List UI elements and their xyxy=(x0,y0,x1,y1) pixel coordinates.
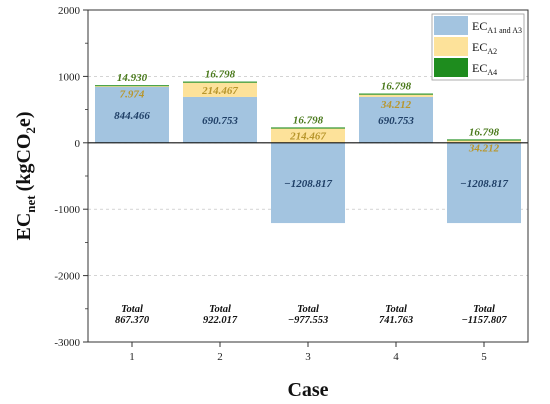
y-tick-label: 2000 xyxy=(58,5,81,17)
data-label-series-3-case-1: 14.930 xyxy=(117,72,148,84)
bar-segment-1-case-1 xyxy=(95,86,169,143)
y-tick-label: 0 xyxy=(75,138,81,150)
data-label-series-1-case-4: 690.753 xyxy=(378,115,414,127)
total-heading-case-3: Total xyxy=(297,304,319,315)
bar-segment-3-case-1 xyxy=(95,85,169,87)
total-heading-case-5: Total xyxy=(473,304,495,315)
x-tick-label: 5 xyxy=(481,351,487,363)
bar-segment-1-case-5 xyxy=(447,142,521,224)
legend-swatch-1 xyxy=(434,16,468,35)
data-label-series-2-case-5: 34.212 xyxy=(468,143,500,155)
bar-segment-3-case-4 xyxy=(359,93,433,95)
data-labels: 844.466 7.974 14.930 690.753 214.467 16.798 −1… xyxy=(114,69,508,190)
data-label-series-3-case-3: 16.798 xyxy=(293,114,324,126)
total-value-case-4: 741.763 xyxy=(379,315,413,326)
x-axis-title: Case xyxy=(287,379,328,401)
data-label-series-2-case-3: 214.467 xyxy=(289,131,326,143)
bars xyxy=(95,81,521,224)
legend-items: ECA1 and A3 ECA2 ECA4 xyxy=(434,16,522,77)
legend-label-3: ECA4 xyxy=(472,61,497,77)
bar-segment-1-case-3 xyxy=(271,142,345,224)
bar-segment-1-case-4 xyxy=(359,96,433,143)
x-axis-ticks: 1 2 3 4 5 xyxy=(129,342,487,363)
bar-segment-2-case-4 xyxy=(359,94,433,97)
data-label-series-1-case-1: 844.466 xyxy=(114,110,150,122)
bar-segment-1-case-2 xyxy=(183,96,257,143)
bar-segment-3-case-5 xyxy=(447,139,521,141)
total-heading-case-4: Total xyxy=(385,304,407,315)
legend-label-2: ECA2 xyxy=(472,40,497,56)
bar-segment-2-case-5 xyxy=(447,140,521,143)
total-labels: Total867.370Total922.017Total−977.553Tot… xyxy=(115,304,507,326)
data-label-series-2-case-2: 214.467 xyxy=(201,85,238,97)
total-value-case-3: −977.553 xyxy=(288,315,329,326)
y-tick-label: -3000 xyxy=(54,337,80,349)
y-tick-label: 1000 xyxy=(58,71,81,83)
data-label-series-1-case-5: −1208.817 xyxy=(460,178,508,190)
y-tick-label: -2000 xyxy=(54,271,80,283)
x-tick-label: 2 xyxy=(217,351,223,363)
y-tick-label: -1000 xyxy=(54,204,80,216)
x-tick-label: 3 xyxy=(305,351,311,363)
legend-label-1: ECA1 and A3 xyxy=(472,19,522,35)
bar-segment-2-case-3 xyxy=(271,128,345,143)
total-value-case-1: 867.370 xyxy=(115,315,150,326)
total-heading-case-1: Total xyxy=(121,304,143,315)
total-value-case-5: −1157.807 xyxy=(461,315,507,326)
data-label-series-3-case-4: 16.798 xyxy=(381,81,412,93)
data-label-series-3-case-5: 16.798 xyxy=(469,126,500,138)
x-tick-label: 1 xyxy=(129,351,135,363)
total-heading-case-2: Total xyxy=(209,304,231,315)
legend: ECA1 and A3 ECA2 ECA4 xyxy=(431,13,525,81)
data-label-series-2-case-4: 34.212 xyxy=(380,99,412,111)
data-label-series-2-case-1: 7.974 xyxy=(120,89,145,101)
data-label-series-1-case-2: 690.753 xyxy=(202,115,238,127)
data-label-series-1-case-3: −1208.817 xyxy=(284,178,332,190)
bar-segment-2-case-1 xyxy=(95,86,169,87)
bar-segment-3-case-3 xyxy=(271,127,345,129)
total-value-case-2: 922.017 xyxy=(203,315,238,326)
bar-segment-3-case-2 xyxy=(183,81,257,83)
bar-segment-2-case-2 xyxy=(183,82,257,97)
legend-swatch-3 xyxy=(434,58,468,77)
y-axis-ticks: -3000 -2000 -1000 0 1000 2000 xyxy=(54,5,88,349)
legend-swatch-2 xyxy=(434,37,468,56)
x-tick-label: 4 xyxy=(393,351,399,363)
data-label-series-3-case-2: 16.798 xyxy=(205,69,236,81)
y-axis-title: ECnet(kgCO2e) xyxy=(13,112,38,241)
